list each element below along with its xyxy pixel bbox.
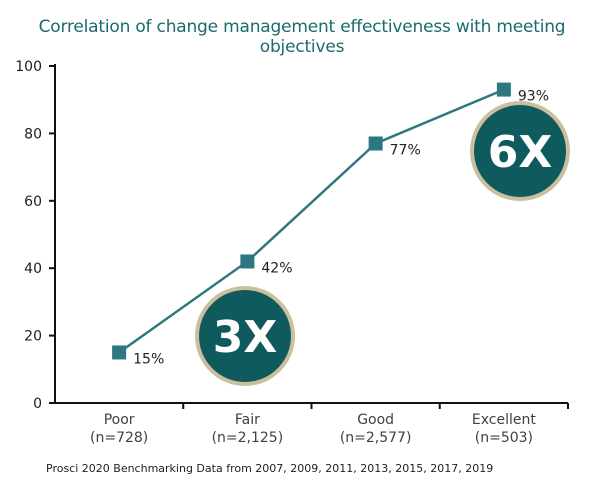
callout-badge: [199, 290, 291, 382]
data-point: [496, 82, 511, 97]
callout-badge: [474, 105, 566, 197]
callout-label: 3X: [213, 312, 278, 363]
x-category-count: (n=2,577): [340, 430, 412, 446]
x-category-count: (n=728): [90, 430, 148, 446]
data-label: 77%: [390, 143, 421, 159]
y-tick-label: 20: [24, 329, 42, 345]
y-tick-label: 0: [33, 396, 42, 412]
y-tick-label: 60: [24, 194, 42, 210]
x-category-count: (n=503): [475, 430, 533, 446]
chart-title: Correlation of change management effecti…: [38, 17, 566, 57]
y-tick-label: 100: [15, 59, 42, 75]
data-label: 15%: [133, 351, 164, 367]
data-point: [368, 136, 383, 151]
x-category-count: (n=2,125): [212, 430, 284, 446]
x-category-label: Fair: [235, 412, 260, 428]
x-category-label: Good: [357, 412, 394, 428]
x-category-label: Poor: [104, 412, 135, 428]
data-point: [112, 345, 127, 360]
callout-label: 6X: [488, 127, 553, 178]
source-note: Prosci 2020 Benchmarking Data from 2007,…: [46, 462, 494, 475]
x-category-label: Excellent: [472, 412, 536, 428]
y-tick-label: 80: [24, 126, 42, 142]
data-label: 42%: [261, 260, 292, 276]
series-line: [118, 88, 505, 354]
y-tick-label: 40: [24, 261, 42, 277]
data-point: [240, 254, 255, 269]
data-label: 93%: [518, 89, 549, 105]
